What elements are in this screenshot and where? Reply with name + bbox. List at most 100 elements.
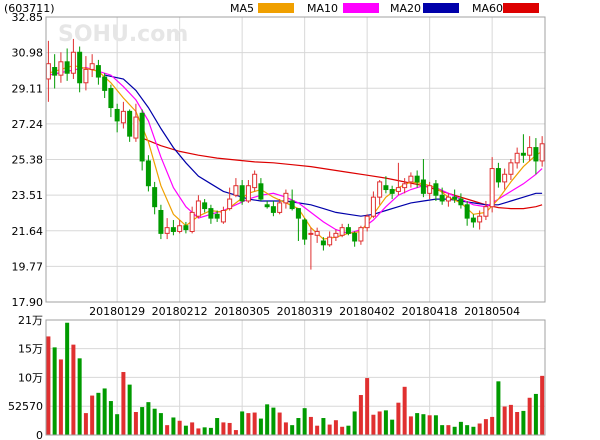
- volume-bar: [365, 378, 370, 435]
- candle-up: [502, 168, 508, 190]
- candle-body: [258, 183, 264, 200]
- volume-bar: [71, 344, 76, 435]
- legend-swatch-ma10: [343, 3, 379, 13]
- legend-swatch-ma20: [423, 3, 459, 13]
- candle-body: [352, 232, 358, 242]
- candle-down: [264, 200, 270, 209]
- candle-body: [170, 227, 176, 232]
- date-tick-label: 20180504: [464, 305, 520, 318]
- candle-up: [527, 136, 533, 161]
- legend-swatch-ma60: [503, 3, 539, 13]
- candle-body: [395, 187, 401, 192]
- candle-body: [283, 192, 289, 204]
- candle-up: [364, 214, 370, 232]
- candle-body: [95, 65, 101, 78]
- candle-up: [120, 101, 126, 129]
- volume-bar: [477, 423, 482, 435]
- candle-body: [164, 227, 170, 234]
- volume-bar: [115, 414, 120, 435]
- candle-body: [208, 208, 214, 219]
- candle-body: [308, 232, 314, 235]
- candle-up: [327, 231, 333, 247]
- volume-bar: [421, 414, 426, 435]
- candle-body: [295, 208, 301, 219]
- candle-down: [520, 134, 526, 163]
- candle-body: [477, 215, 483, 223]
- candle-body: [302, 219, 308, 240]
- volume-bar: [327, 424, 332, 435]
- candle-up: [83, 56, 89, 91]
- candle-up: [164, 218, 170, 240]
- candle-down: [152, 181, 158, 215]
- candle-up: [445, 193, 451, 207]
- volume-bar: [108, 401, 113, 435]
- candle-body: [214, 213, 220, 219]
- volume-bar: [152, 408, 157, 435]
- candle-body: [439, 194, 445, 202]
- volume-tick-label: 21万: [18, 314, 43, 327]
- candle-body: [452, 196, 458, 200]
- price-tick-label: 23.51: [12, 189, 44, 202]
- candle-body: [58, 61, 64, 76]
- candle-up: [358, 225, 364, 245]
- volume-bar: [65, 322, 70, 435]
- axis-labels: 32.85 30.98 29.11 27.24 25.38 23.51 21.64 19.77…: [8, 11, 520, 440]
- candle-body: [333, 232, 339, 238]
- price-tick-label: 21.64: [12, 225, 44, 238]
- volume-bar: [533, 393, 538, 435]
- volume-bar: [333, 420, 338, 435]
- candle-body: [383, 185, 389, 191]
- candle-up: [514, 147, 520, 169]
- candle-body: [45, 63, 51, 80]
- volume-bar: [521, 410, 526, 435]
- candle-body: [377, 181, 383, 198]
- date-tick-label: 20180402: [339, 305, 395, 318]
- price-tick-label: 30.98: [12, 47, 44, 60]
- volume-bar: [290, 425, 295, 435]
- candle-body: [370, 196, 376, 217]
- candle-body: [64, 61, 70, 74]
- legend-label-ma10: MA10: [307, 2, 338, 15]
- volume-tick-label: 52570: [8, 400, 43, 413]
- candle-up: [483, 200, 489, 221]
- symbol-label: (603711): [4, 2, 55, 15]
- volume-bar: [140, 407, 145, 435]
- volume-bar: [483, 419, 488, 435]
- candle-down: [108, 84, 114, 118]
- volume-bar: [52, 347, 57, 435]
- volume-bar: [133, 412, 138, 435]
- price-tick-label: 17.90: [12, 296, 44, 309]
- candle-body: [527, 147, 533, 156]
- price-tick-label: 25.38: [12, 154, 44, 167]
- candle-up: [58, 52, 64, 83]
- volume-bar: [102, 388, 107, 435]
- volume-bar: [83, 413, 88, 435]
- legend-label-ma20: MA20: [390, 2, 421, 15]
- volume-bar: [77, 358, 82, 435]
- candle-body: [458, 198, 464, 206]
- candle-down: [102, 73, 108, 99]
- volume-bar: [340, 426, 345, 435]
- candle-up: [508, 159, 514, 180]
- candle-body: [327, 236, 333, 246]
- volume-bar: [265, 404, 270, 435]
- candle-body: [289, 200, 295, 210]
- candle-body: [52, 67, 58, 76]
- candle-body: [158, 209, 164, 234]
- volume-bar: [252, 412, 257, 435]
- candle-up: [133, 103, 139, 142]
- candle-up: [195, 195, 201, 219]
- candle-up: [395, 162, 401, 196]
- volume-bar: [465, 425, 470, 435]
- volume-bar: [46, 336, 51, 435]
- volume-panel-frame: [45, 319, 546, 436]
- candle-body: [183, 225, 189, 231]
- volume-bar: [246, 413, 251, 435]
- candle-body: [120, 110, 126, 124]
- candle-down: [345, 223, 351, 236]
- volume-bar: [121, 372, 126, 435]
- candle-body: [114, 108, 120, 122]
- candle-body: [270, 206, 276, 213]
- candle-down: [95, 59, 101, 85]
- volume-bar: [190, 422, 195, 435]
